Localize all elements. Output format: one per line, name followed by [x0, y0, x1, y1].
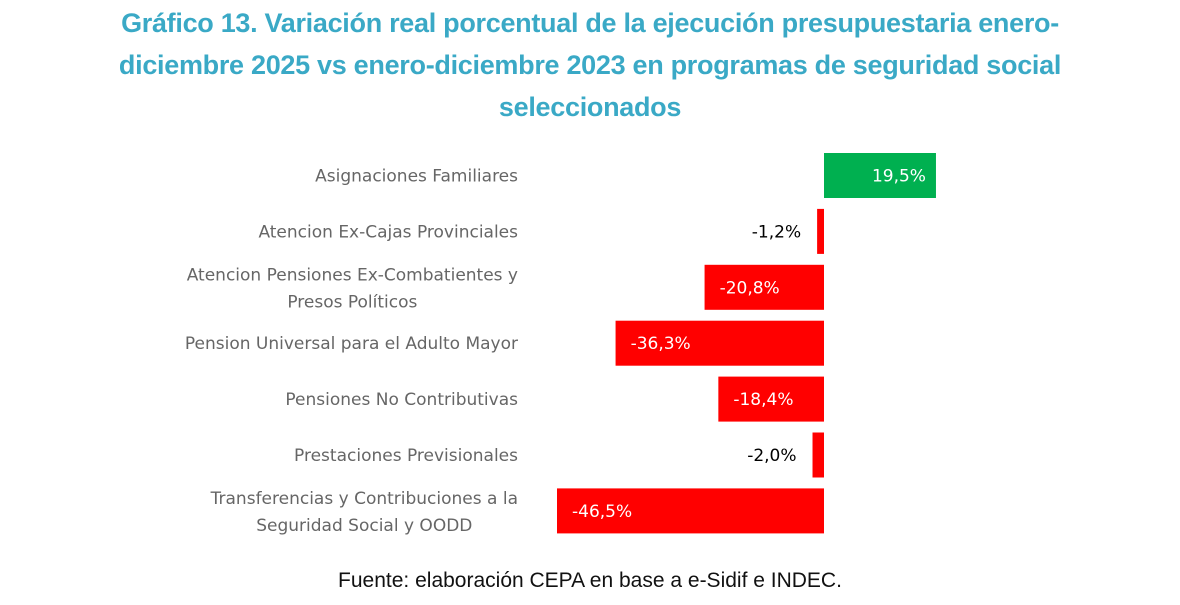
data-label: -20,8% [720, 278, 780, 298]
data-label: -2,0% [747, 446, 796, 466]
category-label-line: Atencion Pensiones Ex-Combatientes y [187, 265, 518, 285]
bar [718, 376, 824, 422]
chart-source: Fuente: elaboración CEPA en base a e-Sid… [338, 569, 842, 592]
bar [557, 488, 824, 534]
category-label-line: Seguridad Social y OODD [256, 516, 472, 536]
bar-chart: 19,5% Asignaciones Familiares -1,2% Atencio… [185, 153, 936, 536]
bar [812, 432, 824, 478]
bar [615, 320, 824, 366]
chart-title: Gráfico 13. Variación real porcentual de… [60, 2, 1120, 128]
category-label: Transferencias y Contribuciones a la Segu… [210, 489, 518, 536]
data-label: -1,2% [752, 222, 801, 242]
bar [704, 264, 824, 310]
category-label: Atencion Pensiones Ex-Combatientes y Pres… [187, 265, 518, 312]
chart-title-line: Gráfico 13. Variación real porcentual de… [121, 8, 1059, 38]
bar [824, 153, 936, 198]
chart-title-line: diciembre 2025 vs enero-diciembre 2023 e… [118, 50, 1062, 80]
bar [817, 208, 824, 254]
category-label: Atencion Ex-Cajas Provinciales [258, 222, 518, 242]
category-label-line: Presos Políticos [287, 292, 417, 312]
data-label: -18,4% [733, 390, 793, 410]
category-label: Pension Universal para el Adulto Mayor [185, 334, 518, 354]
category-label: Asignaciones Familiares [315, 167, 518, 187]
chart-title-line: seleccionados [498, 92, 682, 122]
category-label: Prestaciones Previsionales [294, 446, 518, 466]
data-label: 19,5% [872, 167, 926, 187]
category-label: Pensiones No Contributivas [285, 390, 518, 410]
category-label-line: Transferencias y Contribuciones a la [210, 489, 518, 509]
data-label: -46,5% [572, 502, 632, 522]
data-label: -36,3% [631, 334, 691, 354]
